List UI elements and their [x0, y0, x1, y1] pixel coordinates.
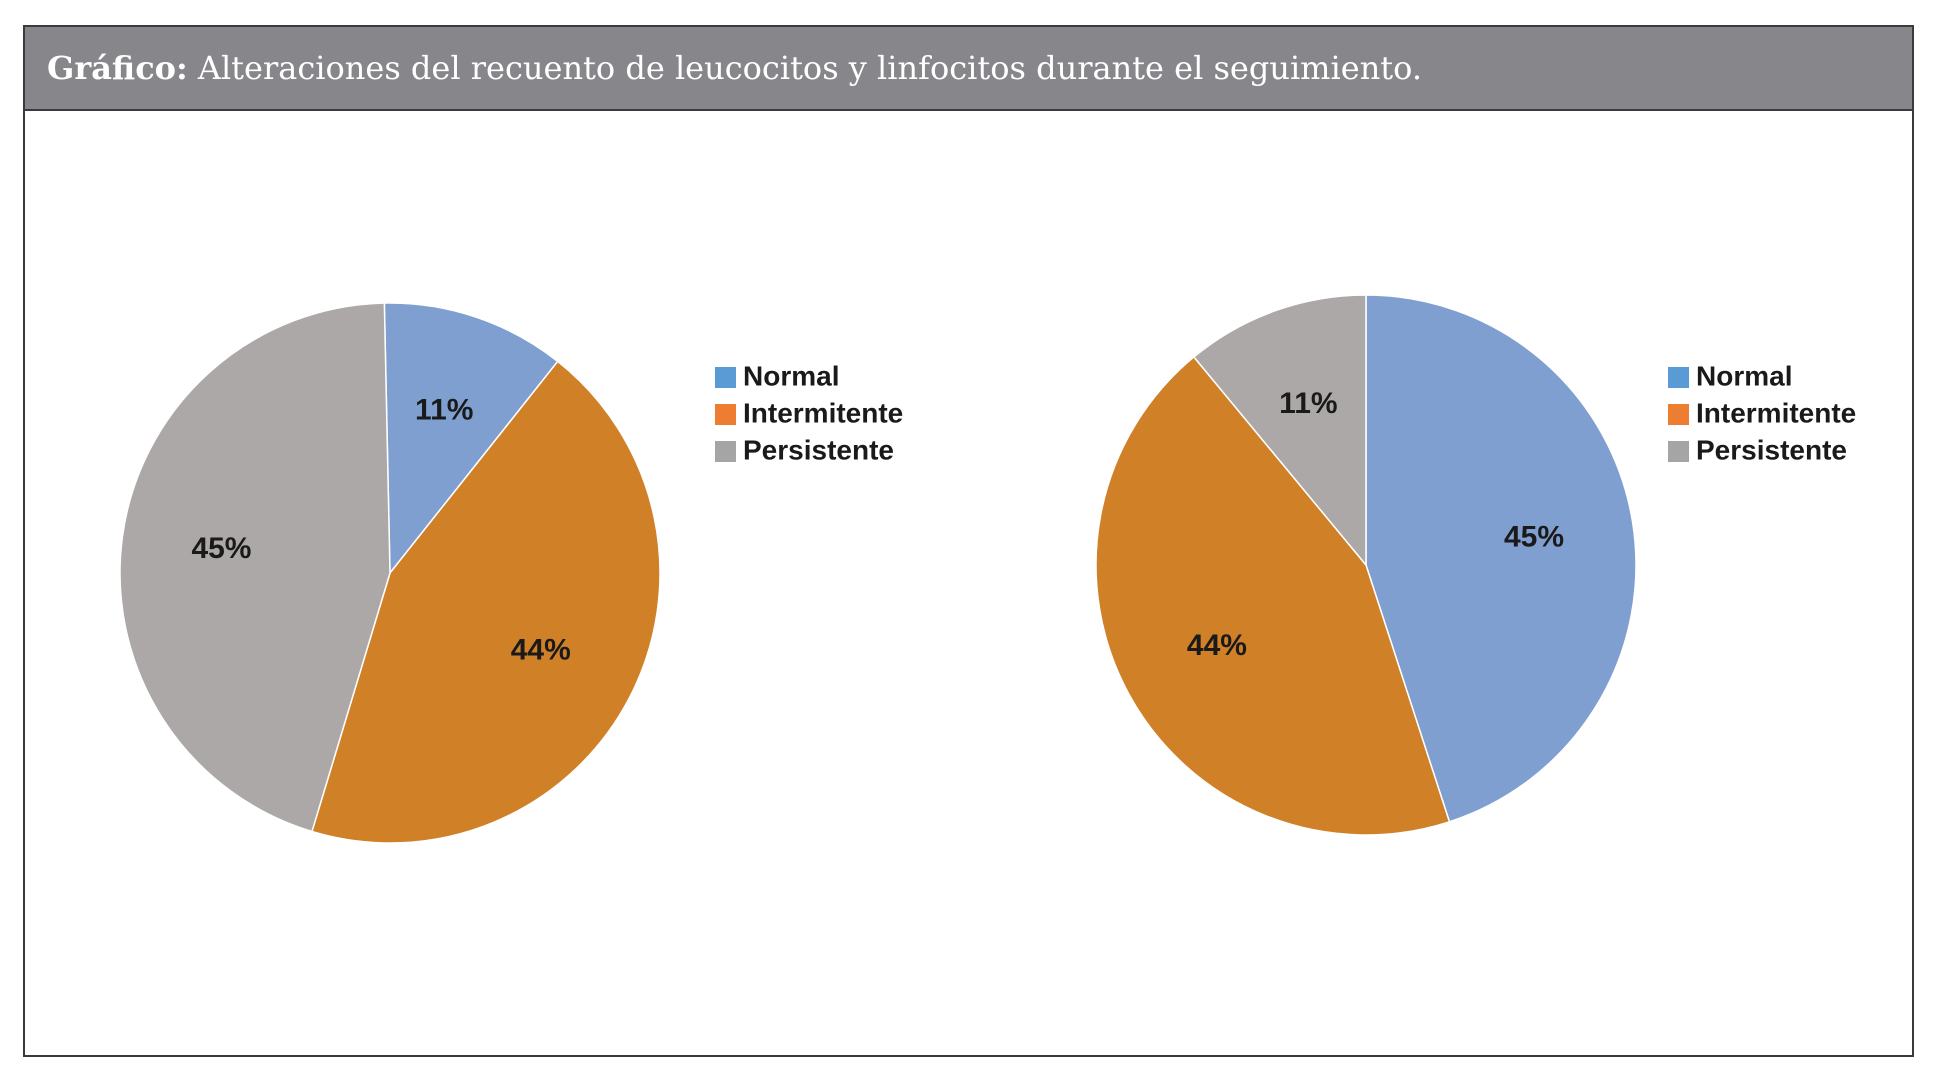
pie-slice-persistente [119, 302, 391, 833]
legend-swatch-normal [715, 367, 736, 388]
pie-chart-2: 45% 44% 11% [1095, 294, 1637, 836]
legend-label-persistente: Persistente [743, 434, 894, 465]
figure-title-text: Alteraciones del recuento de leucocitos … [197, 49, 1423, 87]
pie-slice-persistente [1192, 294, 1367, 568]
pie-slice-intermitente [1095, 355, 1451, 836]
legend-label-normal: Normal [743, 360, 839, 391]
data-label-intermitente: 44% [1187, 629, 1247, 662]
data-label-intermitente: 44% [511, 634, 571, 667]
legend-label-intermitente: Intermitente [1696, 397, 1856, 428]
data-label-persistente: 45% [191, 532, 251, 565]
pie-slice-normal [1365, 294, 1637, 823]
legend-swatch-persistente [1668, 441, 1689, 462]
pie-slice-intermitente [311, 360, 661, 844]
data-label-normal: 11% [415, 394, 473, 427]
legend-label-intermitente: Intermitente [743, 397, 903, 428]
legend-swatch-normal [1668, 367, 1689, 388]
legend-2: Normal Intermitente Persistente [1668, 360, 1856, 465]
data-label-persistente: 11% [1279, 387, 1337, 420]
legend-swatch-intermitente [715, 404, 736, 425]
legend-1: Normal Intermitente Persistente [715, 360, 903, 465]
legend-swatch-persistente [715, 441, 736, 462]
legend-label-normal: Normal [1696, 360, 1792, 391]
figure-title-lead: Gráfico: [47, 49, 188, 87]
legend-label-persistente: Persistente [1696, 434, 1847, 465]
pie-chart-1: 11% 44% 45% [119, 302, 661, 844]
pie-slice-normal [383, 302, 559, 576]
data-label-normal: 45% [1504, 520, 1564, 553]
figure-header: Gráfico: Alteraciones del recuento de le… [25, 27, 1912, 111]
legend-swatch-intermitente [1668, 404, 1689, 425]
